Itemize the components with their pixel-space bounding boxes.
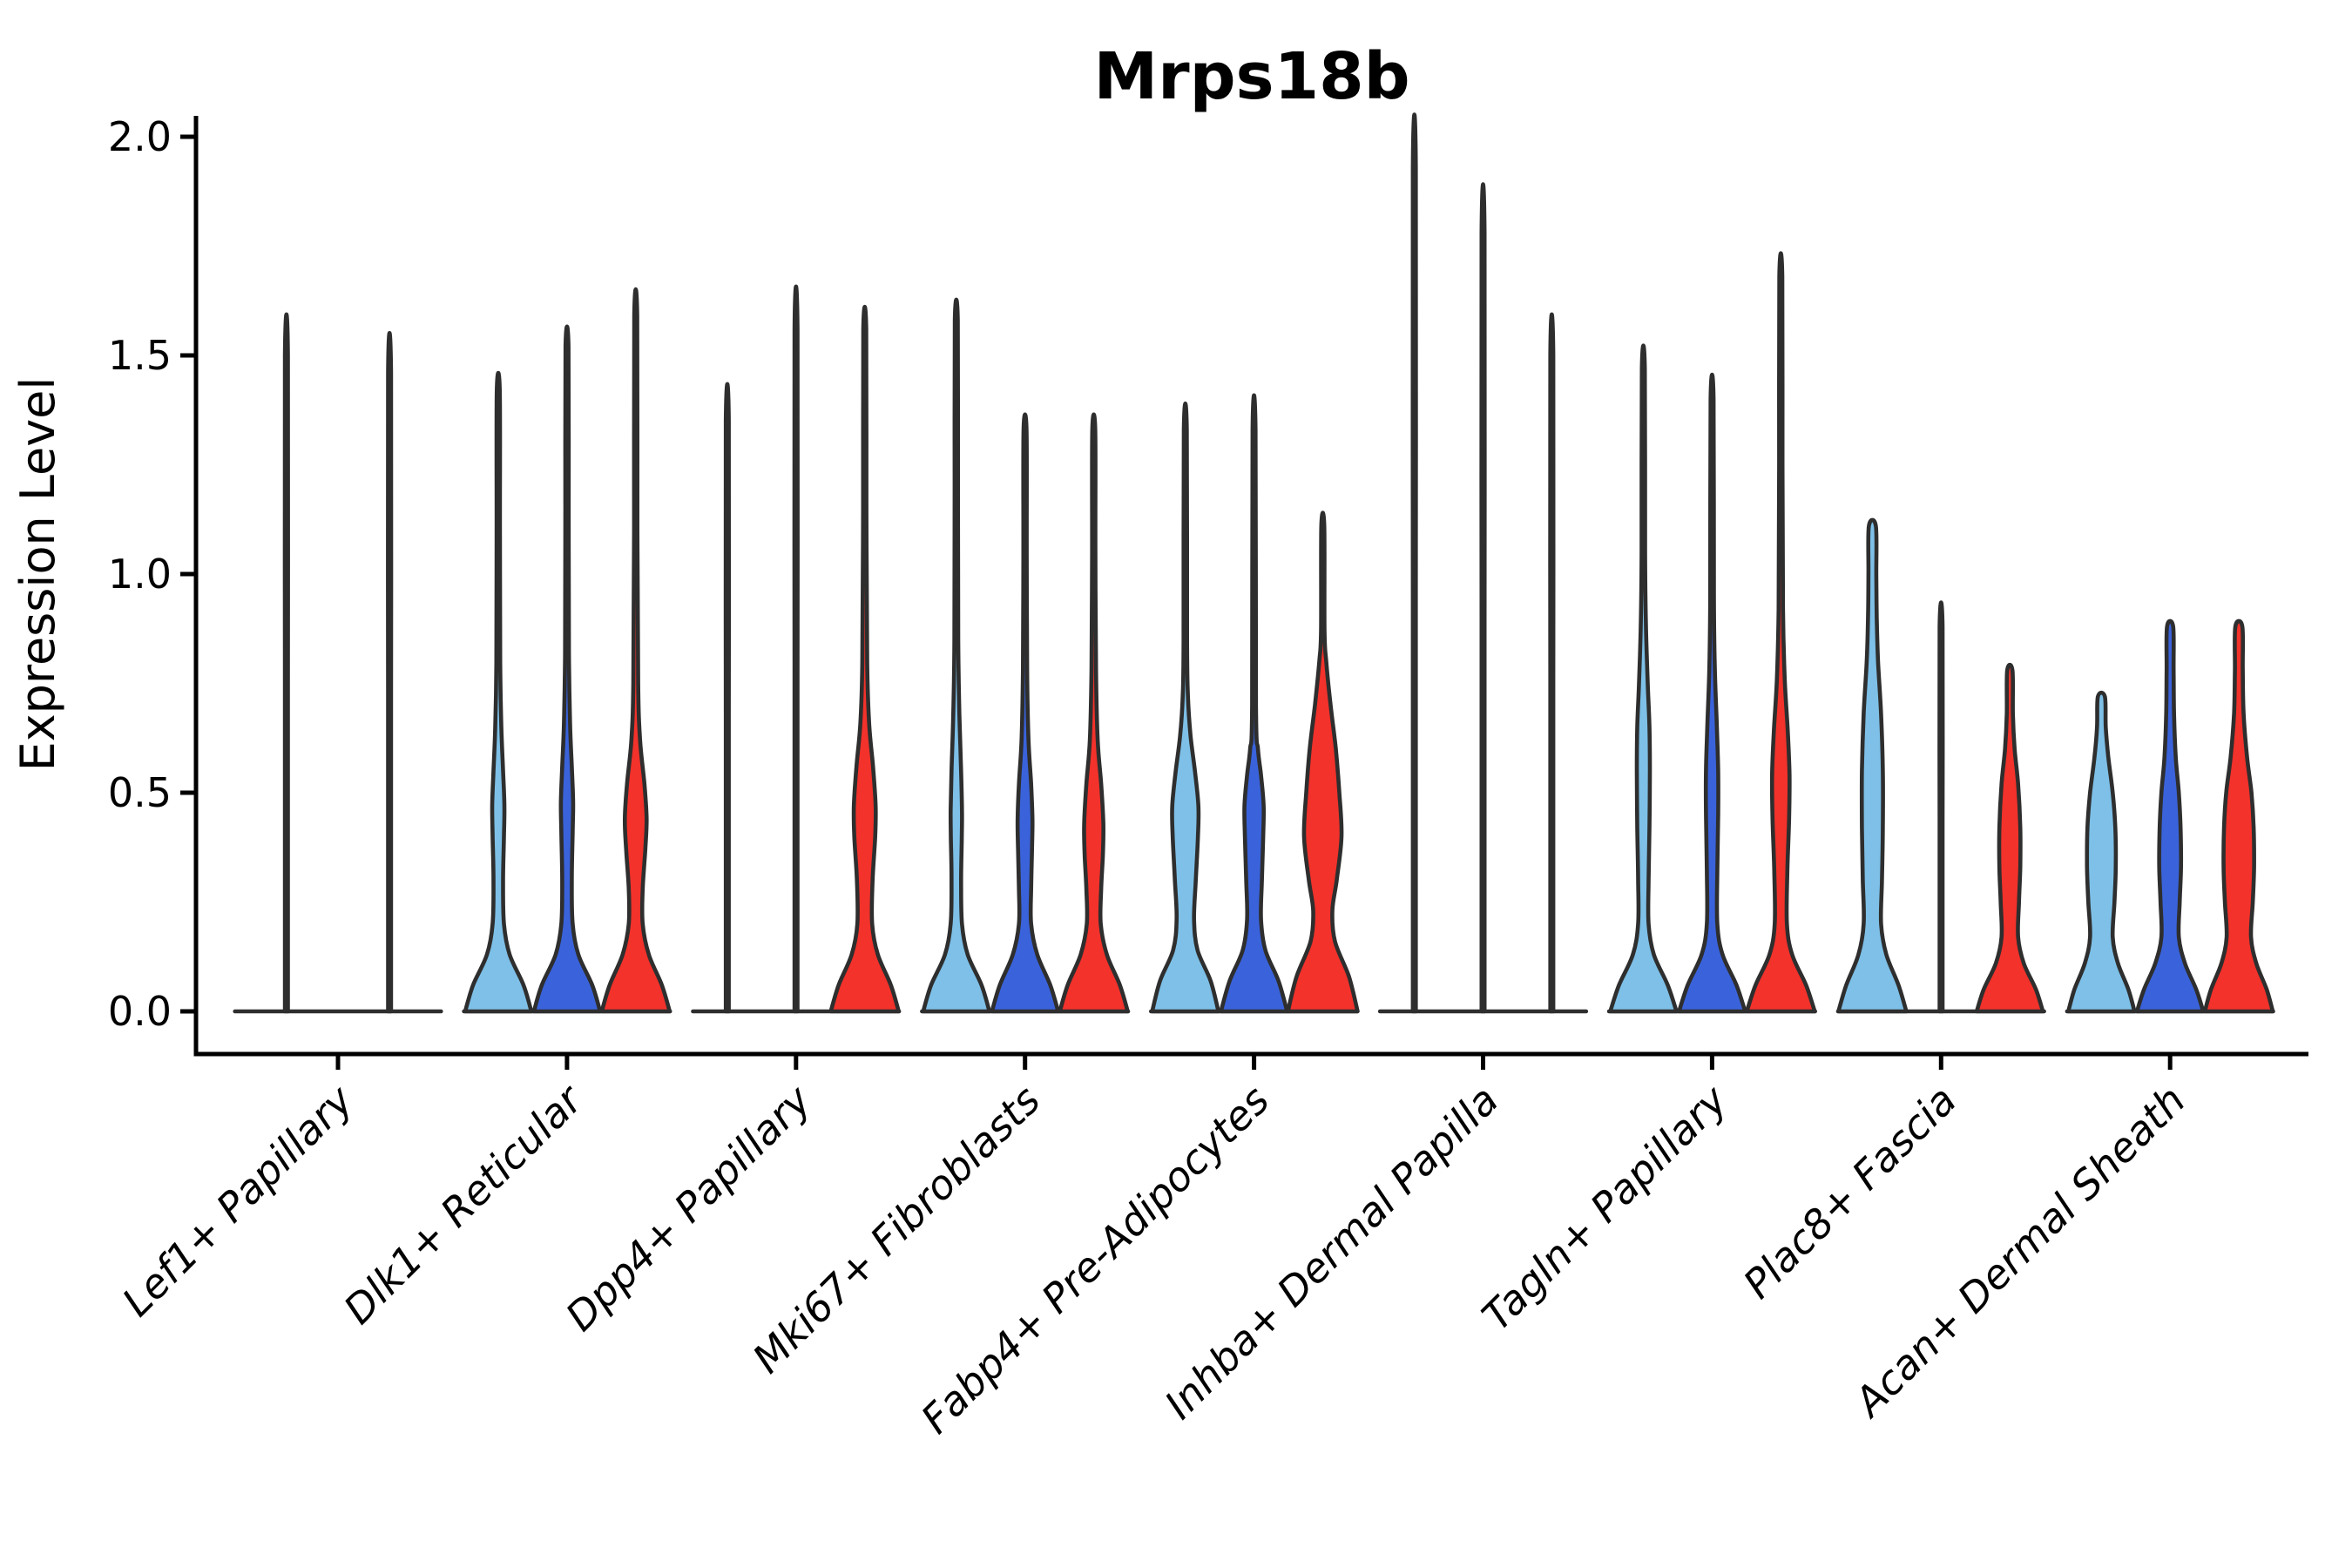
violin-group (282, 312, 394, 1014)
violin-group (2066, 618, 2275, 1014)
violin (1608, 343, 1679, 1014)
violin-spike (723, 382, 732, 1014)
violin (1058, 412, 1130, 1014)
y-tick-label: 0.5 (108, 769, 172, 816)
violin-spike (1548, 312, 1556, 1014)
violin-group (921, 297, 1130, 1014)
violin (1836, 517, 1909, 1014)
text-layer: Mrps18b Expression Level (10, 39, 1410, 771)
x-tick-label: Dpp4+ Papillary (557, 1076, 821, 1340)
violin (1677, 373, 1747, 1014)
violin (2134, 618, 2206, 1014)
violin-layer (282, 112, 2275, 1014)
violin (1745, 251, 1817, 1014)
violin (828, 305, 901, 1014)
violin-spike (282, 312, 291, 1014)
violin (599, 287, 672, 1014)
violin (1219, 393, 1289, 1014)
violin (2066, 690, 2137, 1014)
y-axis-label: Expression Level (10, 377, 65, 772)
violin-group (463, 287, 672, 1014)
violin (531, 324, 603, 1014)
violin (1974, 662, 2045, 1014)
violin-group (723, 284, 901, 1014)
axis-spines (193, 116, 2308, 1057)
violin-spike (792, 284, 801, 1014)
violin-spike (1479, 182, 1487, 1014)
x-tick-label: Tagln+ Papillary (1473, 1076, 1737, 1340)
violin (463, 370, 534, 1014)
violin-group (1150, 393, 1360, 1014)
violin (990, 412, 1060, 1014)
violin-group (1410, 112, 1556, 1014)
chart-title: Mrps18b (1093, 39, 1409, 114)
violin-group (1836, 517, 2045, 1014)
violin (1150, 401, 1220, 1014)
y-tick-label: 0.0 (108, 988, 172, 1035)
x-tick-label: Lef1+ Papillary (113, 1076, 362, 1325)
violin-spike (1937, 600, 1945, 1014)
x-tick-label: Plac8+ Fascia (1734, 1077, 1965, 1308)
violin (1286, 510, 1360, 1014)
y-tick-label: 2.0 (108, 113, 172, 160)
y-tick-label: 1.0 (108, 551, 172, 598)
violin (2202, 618, 2275, 1014)
x-tick-label: Dlk1+ Reticular (335, 1074, 593, 1333)
violin (921, 297, 992, 1014)
violin-spike (385, 330, 394, 1014)
y-tick-label: 1.5 (108, 332, 172, 379)
violin-spike (1410, 112, 1418, 1014)
violin-group (1608, 251, 1817, 1014)
